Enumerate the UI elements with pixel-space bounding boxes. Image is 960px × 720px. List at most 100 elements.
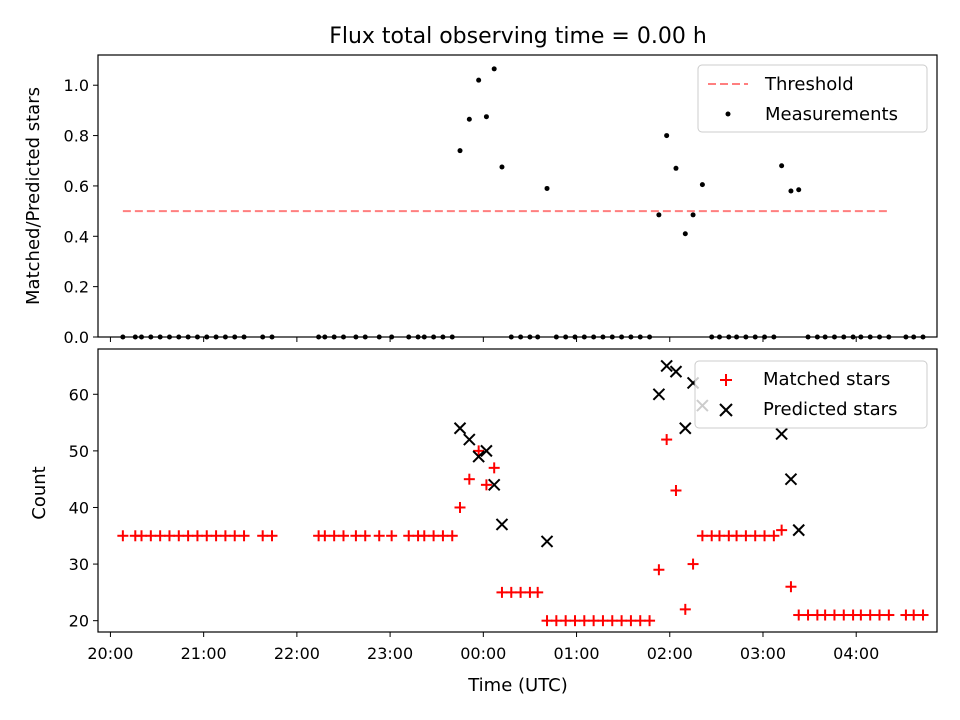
- matched-star-point: [644, 615, 656, 627]
- measurement-point: [911, 334, 917, 340]
- measurement-point: [213, 334, 219, 340]
- measurement-point: [637, 334, 643, 340]
- matched-star-point: [463, 473, 475, 485]
- x-tick-label: 23:00: [367, 644, 413, 663]
- measurement-points: [120, 66, 926, 340]
- measurement-point: [353, 334, 359, 340]
- legend-threshold-label: Threshold: [764, 74, 854, 95]
- measurement-point: [716, 334, 722, 340]
- measurement-point: [457, 148, 463, 154]
- measurement-point: [788, 188, 794, 194]
- matched-star-point: [696, 530, 708, 542]
- matched-star-point: [515, 586, 527, 598]
- top-plot-frame: [97, 54, 938, 338]
- bottom-y-tick-label: 60: [69, 385, 89, 404]
- matched-star-point: [182, 530, 194, 542]
- measurement-point: [440, 334, 446, 340]
- matched-star-point: [428, 530, 440, 542]
- predicted-star-point: [652, 388, 666, 401]
- measurement-point: [376, 334, 382, 340]
- matched-star-point: [173, 530, 185, 542]
- x-tick-label: 01:00: [553, 644, 599, 663]
- matched-star-point: [785, 581, 797, 593]
- measurement-point: [647, 334, 653, 340]
- legend-predicted-label: Predicted stars: [763, 399, 897, 420]
- bottom-y-tick-label: 30: [69, 555, 89, 574]
- measurement-point: [535, 334, 541, 340]
- x-tick-label: 02:00: [647, 644, 693, 663]
- matched-star-point: [473, 445, 485, 457]
- matched-star-point: [616, 615, 628, 627]
- matched-star-point: [828, 609, 840, 621]
- measurement-point: [222, 334, 228, 340]
- matched-star-point: [210, 530, 222, 542]
- measurement-point: [762, 334, 768, 340]
- matched-star-point: [883, 609, 895, 621]
- measurement-point: [406, 334, 412, 340]
- measurement-point: [431, 334, 437, 340]
- top-legend-box: [697, 64, 928, 133]
- measurement-point: [194, 334, 200, 340]
- bottom-y-ticks: 20 30 40 50 60: [69, 385, 98, 631]
- measurement-point: [726, 334, 732, 340]
- matched-star-point: [229, 530, 241, 542]
- matched-star-point: [403, 530, 415, 542]
- measurement-point: [176, 334, 182, 340]
- top-y-tick-label: 1.0: [64, 76, 89, 95]
- matched-star-point: [606, 615, 618, 627]
- measurement-point: [609, 334, 615, 340]
- measurement-point: [331, 334, 337, 340]
- measurement-point: [841, 334, 847, 340]
- bottom-x-ticks: 20:00 21:00 22:00 23:00 00:00 01:00 02:00 03:00…: [87, 632, 879, 663]
- measurement-point: [591, 334, 597, 340]
- bottom-y-tick-label: 40: [69, 498, 89, 517]
- measurement-point: [421, 334, 427, 340]
- matched-star-point: [713, 530, 725, 542]
- matched-star-point: [257, 530, 269, 542]
- bottom-panel: 20 30 40 50 60 20:00 21:00 22:00 23:00 00:00 01:0…: [29, 348, 938, 696]
- measurement-point: [241, 334, 247, 340]
- measurement-point: [743, 334, 749, 340]
- matched-star-point: [802, 609, 814, 621]
- measurement-point: [682, 231, 688, 237]
- measurement-point: [415, 334, 421, 340]
- measurement-point: [139, 334, 145, 340]
- legend-measurements-label: Measurements: [765, 104, 898, 125]
- chart-title: Flux total observing time = 0.00 h: [329, 24, 707, 49]
- bottom-y-axis-label: Count: [29, 466, 50, 519]
- matched-star-point: [578, 615, 590, 627]
- measurement-point: [850, 334, 856, 340]
- matched-star-point: [776, 524, 788, 536]
- measurement-point: [316, 334, 322, 340]
- matched-star-point: [661, 434, 673, 446]
- measurement-point: [476, 77, 482, 83]
- measurement-point: [619, 334, 625, 340]
- top-y-tick-label: 0.2: [64, 278, 89, 297]
- matched-star-point: [328, 530, 340, 542]
- bottom-plot-frame: [97, 348, 938, 633]
- legend-matched-label: Matched stars: [763, 369, 890, 390]
- predicted-star-point: [463, 433, 476, 446]
- predicted-star-point: [480, 444, 493, 458]
- matched-star-point: [266, 530, 278, 542]
- measurement-point: [499, 164, 505, 170]
- matched-stars-points: [117, 434, 929, 627]
- top-y-tick-label: 0.4: [64, 227, 89, 246]
- measurement-point: [822, 334, 828, 340]
- predicted-star-point: [453, 422, 467, 435]
- matched-star-point: [350, 530, 362, 542]
- matched-star-point: [625, 615, 637, 627]
- measurement-point: [673, 165, 679, 171]
- measurement-point: [362, 334, 368, 340]
- predicted-star-point: [660, 359, 673, 373]
- matched-star-point: [560, 615, 572, 627]
- matched-star-point: [117, 530, 129, 542]
- measurement-point: [628, 334, 634, 340]
- matched-star-point: [386, 530, 398, 542]
- measurement-point: [690, 212, 696, 218]
- measurement-point: [232, 334, 238, 340]
- predicted-star-point: [775, 427, 788, 441]
- predicted-star-point: [784, 472, 798, 486]
- top-y-axis-label: Matched/Predicted stars: [23, 87, 44, 305]
